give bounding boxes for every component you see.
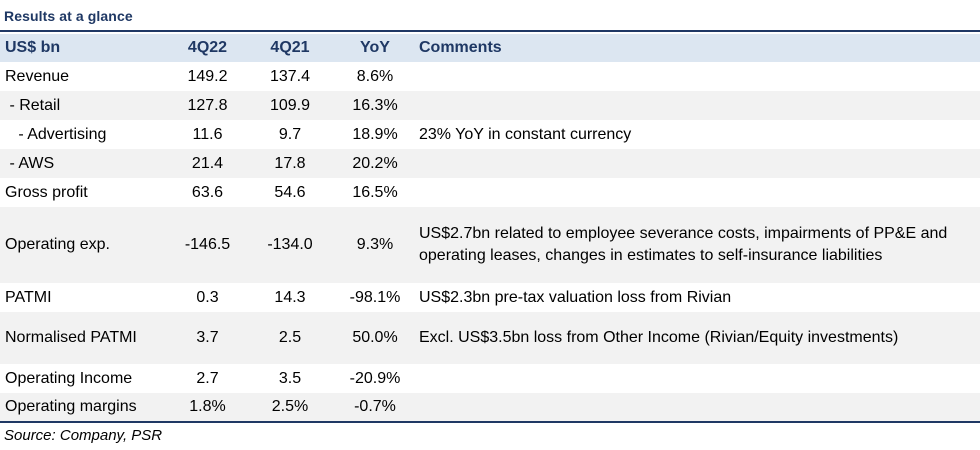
cell-comment: US$2.7bn related to employee severance c… [419, 225, 948, 264]
table-row: Operating exp. -146.5 -134.0 9.3% US$2.7… [0, 207, 980, 283]
cell-4q21: 3.5 [278, 369, 302, 387]
header-label: US$ bn [0, 34, 170, 62]
cell-4q21: 9.7 [278, 125, 302, 143]
table-row: Revenue 149.2 137.4 8.6% [0, 62, 980, 91]
cell-comment [415, 364, 980, 393]
row-label: - AWS [5, 154, 55, 172]
cell-4q22: 0.3 [196, 288, 219, 306]
row-label: Gross profit [5, 183, 88, 201]
row-label: Normalised PATMI [5, 329, 137, 346]
cell-4q21: 14.3 [274, 288, 306, 306]
table-row: Normalised PATMI 3.7 2.5 50.0% Excl. US$… [0, 312, 980, 364]
table-row: PATMI 0.3 14.3 -98.1% US$2.3bn pre-tax v… [0, 283, 980, 312]
cell-comment: US$2.3bn pre-tax valuation loss from Riv… [419, 288, 732, 306]
cell-yoy: -98.1% [349, 288, 401, 306]
results-table: US$ bn 4Q22 4Q21 YoY Comments Revenue 14… [0, 34, 980, 423]
cell-yoy: 16.5% [352, 183, 398, 201]
cell-yoy: -20.9% [349, 369, 401, 387]
cell-yoy: 9.3% [356, 236, 394, 253]
table-row: - AWS 21.4 17.8 20.2% [0, 149, 980, 178]
cell-4q21: -134.0 [267, 236, 313, 253]
cell-yoy: -0.7% [335, 393, 415, 423]
table-row: - Retail 127.8 109.9 16.3% [0, 91, 980, 120]
table-row: Gross profit 63.6 54.6 16.5% [0, 178, 980, 207]
table-row: - Advertising 11.6 9.7 18.9% 23% YoY in … [0, 120, 980, 149]
cell-4q22: 21.4 [191, 154, 224, 172]
row-label: Operating exp. [5, 236, 110, 253]
cell-comment [415, 393, 980, 423]
row-label: Operating margins [0, 393, 170, 423]
cell-comment [415, 91, 980, 120]
cell-4q22: 1.8% [170, 393, 245, 423]
cell-yoy: 18.9% [352, 125, 398, 143]
row-label: - Retail [5, 96, 61, 114]
cell-comment [415, 62, 980, 91]
cell-4q21: 2.5% [245, 393, 335, 423]
cell-yoy: 50.0% [352, 329, 398, 346]
cell-4q22: 3.7 [196, 329, 219, 346]
cell-4q22: 149.2 [187, 67, 228, 85]
cell-yoy: 20.2% [352, 154, 398, 172]
table-row: Operating Income 2.7 3.5 -20.9% [0, 364, 980, 393]
cell-comment: Excl. US$3.5bn loss from Other Income (R… [419, 329, 899, 346]
header-yoy: YoY [335, 34, 415, 62]
cell-4q21: 137.4 [269, 67, 311, 85]
cell-yoy: 8.6% [356, 67, 394, 85]
cell-yoy: 16.3% [352, 96, 398, 114]
table-header-row: US$ bn 4Q22 4Q21 YoY Comments [0, 34, 980, 62]
cell-4q21: 2.5 [278, 329, 302, 346]
cell-4q22: 2.7 [196, 369, 219, 387]
cell-4q22: 127.8 [187, 96, 228, 114]
row-label: Revenue [5, 67, 70, 85]
source-note: Source: Company, PSR [4, 427, 163, 444]
title-divider [0, 30, 980, 32]
cell-comment [415, 149, 980, 178]
header-4q22: 4Q22 [170, 34, 245, 62]
table-row: Operating margins 1.8% 2.5% -0.7% [0, 393, 980, 423]
header-comments: Comments [415, 34, 980, 62]
header-4q21: 4Q21 [245, 34, 335, 62]
cell-4q22: 11.6 [192, 125, 223, 143]
cell-4q21: 54.6 [274, 183, 306, 201]
row-label: Operating Income [5, 369, 133, 387]
cell-comment: 23% YoY in constant currency [419, 125, 632, 143]
page-title: Results at a glance [4, 8, 133, 24]
row-label: PATMI [5, 288, 52, 306]
cell-4q22: -146.5 [184, 236, 231, 253]
cell-4q21: 17.8 [274, 154, 306, 172]
cell-comment [415, 178, 980, 207]
cell-4q21: 109.9 [269, 96, 311, 114]
row-label: - Advertising [5, 125, 107, 143]
cell-4q22: 63.6 [191, 183, 224, 201]
